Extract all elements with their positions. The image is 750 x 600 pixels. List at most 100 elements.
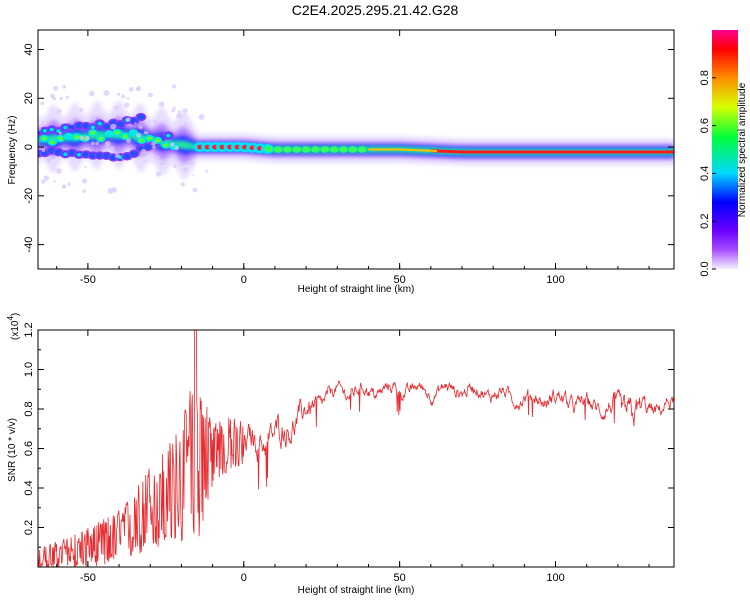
heatmap-speck — [143, 159, 147, 163]
heatmap-branch-core — [63, 152, 68, 157]
snr-xtick-label: 0 — [241, 572, 247, 584]
heatmap-speck — [68, 119, 75, 126]
heatmap-speck — [136, 132, 142, 138]
heatmap-blob — [273, 146, 283, 153]
heatmap-blob-core — [49, 140, 55, 145]
colorbar-label: Normalized spectral amplitude — [737, 82, 748, 217]
heatmap-speck — [88, 90, 95, 97]
heatmap-speck — [74, 115, 77, 118]
heatmap-blob-core — [57, 136, 64, 141]
heatmap-branch-blob — [137, 114, 145, 120]
spectrogram-ytick-label: -20 — [23, 188, 35, 204]
heatmap-speck — [117, 92, 121, 96]
heatmap-speck — [115, 153, 120, 159]
svg-text:(x104): (x104) — [6, 313, 21, 340]
heatmap-speck — [192, 187, 198, 193]
heatmap-speck — [198, 114, 205, 121]
spectrogram-xtick-label: 0 — [241, 274, 247, 286]
spectrogram-xtick-label: 100 — [546, 274, 564, 286]
heatmap-speck — [61, 184, 67, 189]
snr-xtick-label: -50 — [80, 572, 96, 584]
heatmap-speck — [110, 123, 117, 130]
heatmap-speck — [52, 85, 59, 91]
heatmap-speck — [62, 85, 67, 89]
heatmap-speck — [95, 141, 100, 146]
heatmap-blob — [348, 146, 358, 153]
heatmap-speck — [171, 154, 177, 160]
colorbar-tick-label: 0.8 — [699, 70, 711, 85]
heatmap-speck — [157, 155, 160, 159]
heatmap-speck — [59, 96, 63, 101]
snr-panel: -50 0 50 100 0.2 0.4 0.6 0.8 1.0 1.2 Height of st… — [6, 313, 675, 596]
heatmap-speck — [65, 95, 70, 99]
heatmap-blob — [292, 146, 301, 153]
heatmap-speck — [184, 161, 187, 164]
heatmap-speck — [104, 141, 111, 147]
heatmap-speck — [171, 108, 175, 113]
chart-title: C2E4.2025.295.21.42.G28 — [291, 2, 459, 18]
heatmap-blob — [330, 146, 339, 153]
heatmap-speck — [183, 167, 189, 173]
heatmap-speck — [124, 102, 130, 108]
heatmap-branch-blob — [144, 144, 152, 150]
heatmap-peak-ridge — [430, 149, 674, 154]
heatmap-speck — [126, 97, 130, 100]
spectrogram-ytick-label: 40 — [23, 43, 35, 55]
heatmap-speck — [82, 189, 87, 193]
heatmap-speck — [177, 110, 181, 114]
snr-multiplier-exp: 4 — [6, 316, 15, 321]
heatmap-speck — [176, 112, 182, 119]
heatmap-speck — [90, 115, 96, 121]
heatmap-speck — [41, 148, 46, 152]
heatmap-blob-core — [41, 136, 47, 141]
heatmap-speck — [152, 145, 156, 149]
snr-ytick-label: 0.4 — [23, 480, 35, 495]
heatmap-branch-core — [56, 129, 61, 133]
heatmap-blob-core — [90, 130, 96, 135]
spectrogram-xtick-label: -50 — [80, 274, 96, 286]
heatmap-speck — [110, 146, 115, 151]
heatmap-speck — [138, 125, 143, 130]
heatmap-branch-core — [165, 133, 171, 138]
heatmap-blob — [283, 146, 292, 153]
colorbar-gradient — [712, 30, 738, 269]
heatmap-speck — [42, 120, 45, 124]
colorbar-tick-label: 0.6 — [699, 118, 711, 133]
heatmap-speck — [205, 169, 209, 173]
heatmap-speck — [188, 159, 195, 165]
heatmap-blob — [301, 146, 311, 153]
heatmap-branch-core — [63, 125, 68, 130]
snr-ytick-label: 0.8 — [23, 401, 35, 416]
heatmap-speck — [126, 138, 132, 143]
heatmap-blob-core — [155, 138, 161, 143]
heatmap-speck — [121, 159, 124, 162]
heatmap-speck — [58, 131, 62, 135]
heatmap-speck — [56, 168, 62, 175]
heatmap-speck — [84, 135, 90, 141]
snr-ytick-label: 1.0 — [23, 362, 35, 377]
heatmap-branch-blob — [102, 123, 111, 130]
heatmap-blob — [63, 132, 74, 140]
spectrogram-ytick-label: -40 — [23, 237, 35, 253]
heatmap-speck — [147, 121, 151, 124]
heatmap-speck — [43, 175, 50, 181]
heatmap-speck — [41, 179, 46, 184]
heatmap-speck — [82, 178, 88, 184]
spectrogram-ytick-label: 0 — [23, 144, 35, 150]
heatmap-speck — [192, 174, 195, 177]
heatmap-blob — [320, 146, 329, 153]
heatmap-speck — [140, 148, 147, 155]
heatmap-speck — [174, 145, 180, 151]
heatmap-blob — [311, 146, 320, 153]
heatmap-speck — [153, 120, 158, 125]
heatmap-speck — [128, 87, 134, 92]
heatmap-speck — [103, 90, 110, 96]
heatmap-speck — [79, 135, 84, 141]
snr-ytick-label: 1.2 — [23, 322, 35, 337]
heatmap-speck — [125, 117, 131, 122]
heatmap-speck — [107, 147, 110, 150]
snr-ytick-label: 0.6 — [23, 441, 35, 456]
heatmap-branch-blob — [130, 150, 138, 157]
heatmap-speck — [184, 122, 188, 126]
snr-ylabel: SNR (10 * v/v) — [7, 418, 18, 482]
